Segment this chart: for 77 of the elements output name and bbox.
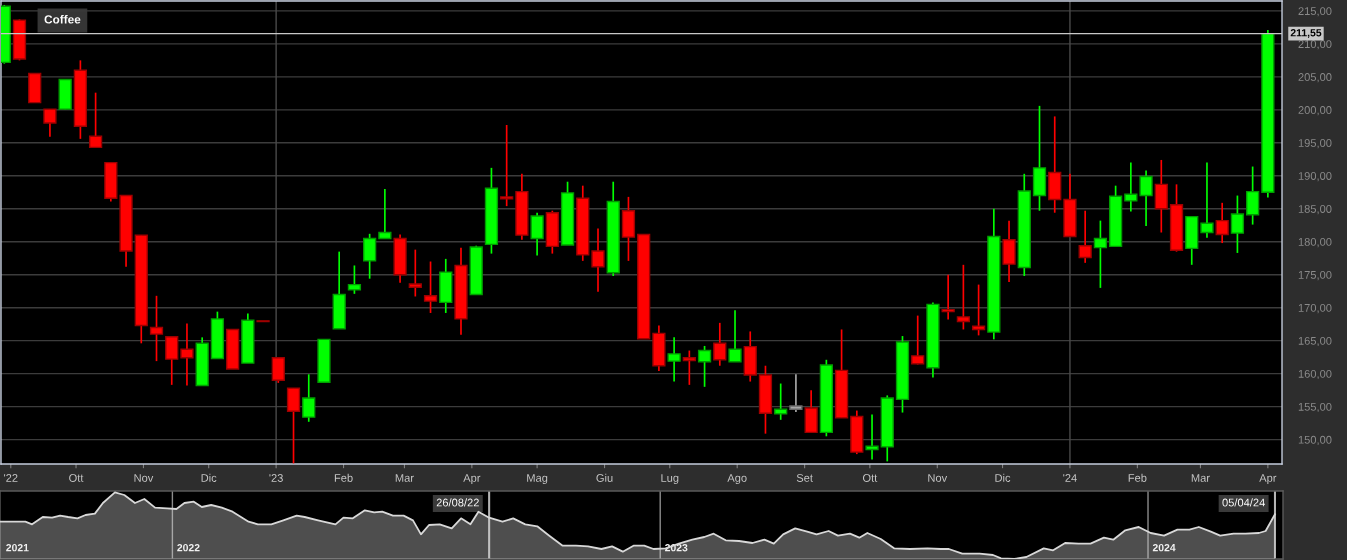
candlestick xyxy=(667,336,681,383)
y-tick-label: 160,00 xyxy=(1298,369,1332,380)
ref-line-label: 05/04/24 xyxy=(1222,498,1265,507)
candlestick xyxy=(971,283,986,337)
candlestick xyxy=(956,263,971,331)
x-tick-label: 2022 xyxy=(177,544,200,552)
y-tick-label: 185,00 xyxy=(1298,205,1332,215)
x-tick-label: '24 xyxy=(1063,474,1077,482)
y-tick-label: 205,00 xyxy=(1298,73,1332,83)
y-tick-label: 190,00 xyxy=(1298,172,1332,182)
candlestick xyxy=(865,413,879,461)
text: Coffee xyxy=(44,14,81,24)
candlestick xyxy=(530,211,544,257)
candlestick xyxy=(408,248,422,298)
y-tick-label: 175,00 xyxy=(1298,270,1332,281)
candlestick xyxy=(423,260,438,314)
y-tick-label: 155,00 xyxy=(1298,402,1332,413)
candlestick xyxy=(302,373,316,423)
x-tick-label: Lug xyxy=(661,474,679,485)
candlestick xyxy=(713,322,727,367)
x-tick-label: Giu xyxy=(596,473,613,482)
candlestick xyxy=(43,108,57,138)
candlestick xyxy=(789,373,803,413)
candlestick xyxy=(286,387,301,464)
x-tick-label: Mar xyxy=(395,474,414,482)
candlestick xyxy=(1246,165,1260,226)
candlestick xyxy=(1139,169,1153,227)
candlestick xyxy=(180,322,194,387)
y-tick-label: 195,00 xyxy=(1298,139,1332,149)
candlestick xyxy=(271,356,285,384)
candlestick xyxy=(363,232,377,280)
y-tick-label: 150,00 xyxy=(1298,435,1332,446)
y-tick-label: 170,00 xyxy=(1298,303,1332,314)
x-tick-label: Dic xyxy=(995,473,1011,482)
x-tick-label: 2021 xyxy=(6,544,29,552)
x-tick-label: Ott xyxy=(862,474,878,482)
candlestick xyxy=(378,188,392,240)
candlestick xyxy=(728,309,742,363)
candlestick xyxy=(500,124,514,207)
y-tick-label: 200,00 xyxy=(1298,106,1332,116)
candlestick xyxy=(941,273,955,321)
candlestick xyxy=(88,91,103,149)
candlestick xyxy=(1093,219,1108,289)
candlestick xyxy=(682,349,696,386)
x-tick-label: Apr xyxy=(463,474,481,485)
candlestick xyxy=(1215,201,1229,244)
candlestick xyxy=(774,382,788,421)
x-tick-label: Ago xyxy=(727,474,747,485)
x-tick-label: Set xyxy=(796,474,813,482)
y-tick-label: 165,00 xyxy=(1298,336,1332,347)
candlestick xyxy=(591,227,605,293)
ref-line-label: 211,55 xyxy=(1290,29,1322,38)
candlestick xyxy=(1230,194,1245,254)
x-tick-label: 2024 xyxy=(1152,544,1176,552)
x-tick-label: '22 xyxy=(4,474,18,482)
candlestick xyxy=(697,345,712,388)
x-tick-label: Dic xyxy=(201,473,217,482)
x-tick-label: '23 xyxy=(269,474,283,482)
x-tick-label: Nov xyxy=(134,474,154,482)
ref-line-label: 26/08/22 xyxy=(436,498,479,507)
x-tick-label: Mar xyxy=(1191,474,1210,482)
x-tick-label: Feb xyxy=(334,473,353,482)
y-tick-label: 215,00 xyxy=(1298,7,1332,17)
x-tick-label: Ott xyxy=(69,474,84,482)
x-tick-label: Apr xyxy=(1259,474,1277,485)
candlestick xyxy=(165,335,179,386)
y-tick-label: 210,00 xyxy=(1298,40,1332,50)
candlestick xyxy=(149,294,164,362)
candlestick xyxy=(1124,161,1138,213)
y-tick-label: 180,00 xyxy=(1298,238,1332,248)
candlestick xyxy=(911,314,925,366)
x-tick-label: Mag xyxy=(527,474,548,485)
candlestick xyxy=(1078,209,1092,264)
candlestick xyxy=(1200,161,1214,239)
candlestick xyxy=(347,264,362,295)
x-tick-label: Nov xyxy=(928,474,948,482)
x-tick-label: Feb xyxy=(1128,473,1147,482)
